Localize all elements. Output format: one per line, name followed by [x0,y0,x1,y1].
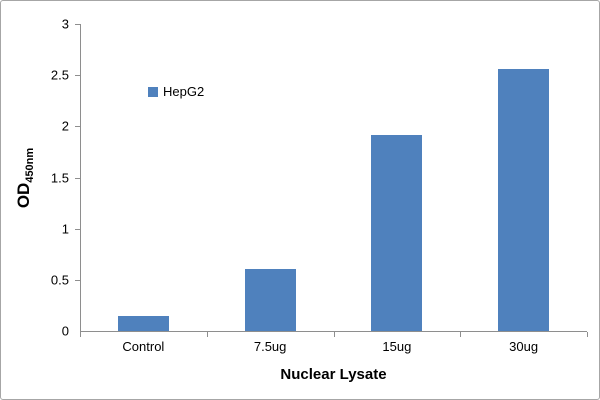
x-tick-label: 15ug [382,339,412,354]
y-tick-label: 1.5 [50,170,69,185]
x-tick-mark [587,332,588,337]
y-tick-label: 2.5 [50,67,69,83]
x-tick-label: 30ug [509,339,539,354]
y-tick-label: 0.5 [50,272,69,288]
x-tick-mark [460,332,462,337]
y-axis-line [80,24,81,332]
x-tick-label: Control [122,339,165,354]
x-tick-mark [333,332,335,337]
bar [498,69,550,331]
y-tick-mark [75,177,80,179]
bar [244,268,296,331]
legend-swatch-hepg2 [148,86,158,97]
y-tick-label: 0 [61,323,69,339]
bar [371,134,423,331]
x-axis-line [80,331,587,332]
y-tick-label: 1 [61,221,69,237]
y-tick-mark [75,75,80,77]
y-tick-mark [75,126,80,128]
legend: HepG2 [148,85,204,98]
y-tick-mark [75,24,80,25]
y-axis-title: OD450nm [3,24,47,331]
y-tick-label: 3 [61,16,69,32]
y-tick-label: 2 [61,118,69,134]
legend-label: HepG2 [163,84,205,99]
x-tick-mark [80,332,81,337]
x-tick-mark [206,332,208,337]
y-axis-title-text: OD450nm [14,147,37,208]
x-axis-title: Nuclear Lysate [280,366,387,383]
y-tick-mark [75,228,80,230]
x-tick-label: 7.5ug [253,339,287,354]
y-tick-mark [75,279,80,281]
bar [117,315,169,331]
